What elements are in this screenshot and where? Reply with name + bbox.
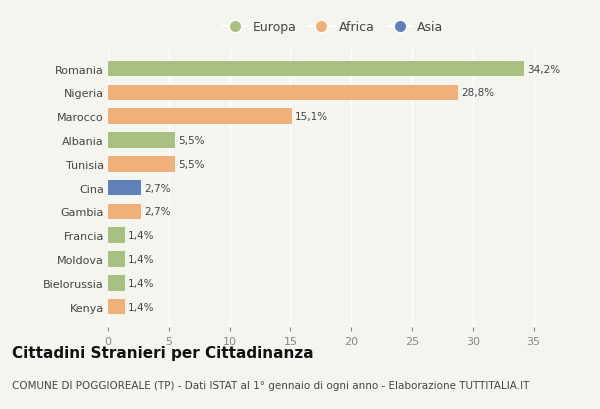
Text: 1,4%: 1,4% (128, 231, 155, 240)
Bar (108, 109, 292, 125)
Bar (108, 275, 125, 291)
Bar (108, 180, 141, 196)
Text: COMUNE DI POGGIOREALE (TP) - Dati ISTAT al 1° gennaio di ogni anno - Elaborazion: COMUNE DI POGGIOREALE (TP) - Dati ISTAT … (12, 380, 529, 390)
Text: 15,1%: 15,1% (295, 112, 328, 122)
Bar (108, 133, 175, 148)
Text: 2,7%: 2,7% (144, 207, 170, 217)
Text: Cittadini Stranieri per Cittadinanza: Cittadini Stranieri per Cittadinanza (12, 346, 314, 361)
Bar (108, 62, 524, 77)
Bar (108, 157, 175, 172)
Bar (108, 252, 125, 267)
Text: 1,4%: 1,4% (128, 278, 155, 288)
Text: 34,2%: 34,2% (527, 65, 560, 74)
Bar (108, 299, 125, 315)
Text: 1,4%: 1,4% (128, 254, 155, 264)
Text: 2,7%: 2,7% (144, 183, 170, 193)
Legend: Europa, Africa, Asia: Europa, Africa, Asia (218, 16, 449, 39)
Text: 5,5%: 5,5% (178, 160, 205, 169)
Bar (108, 228, 125, 243)
Bar (108, 204, 141, 220)
Text: 28,8%: 28,8% (461, 88, 494, 98)
Bar (108, 85, 458, 101)
Text: 1,4%: 1,4% (128, 302, 155, 312)
Text: 5,5%: 5,5% (178, 136, 205, 146)
